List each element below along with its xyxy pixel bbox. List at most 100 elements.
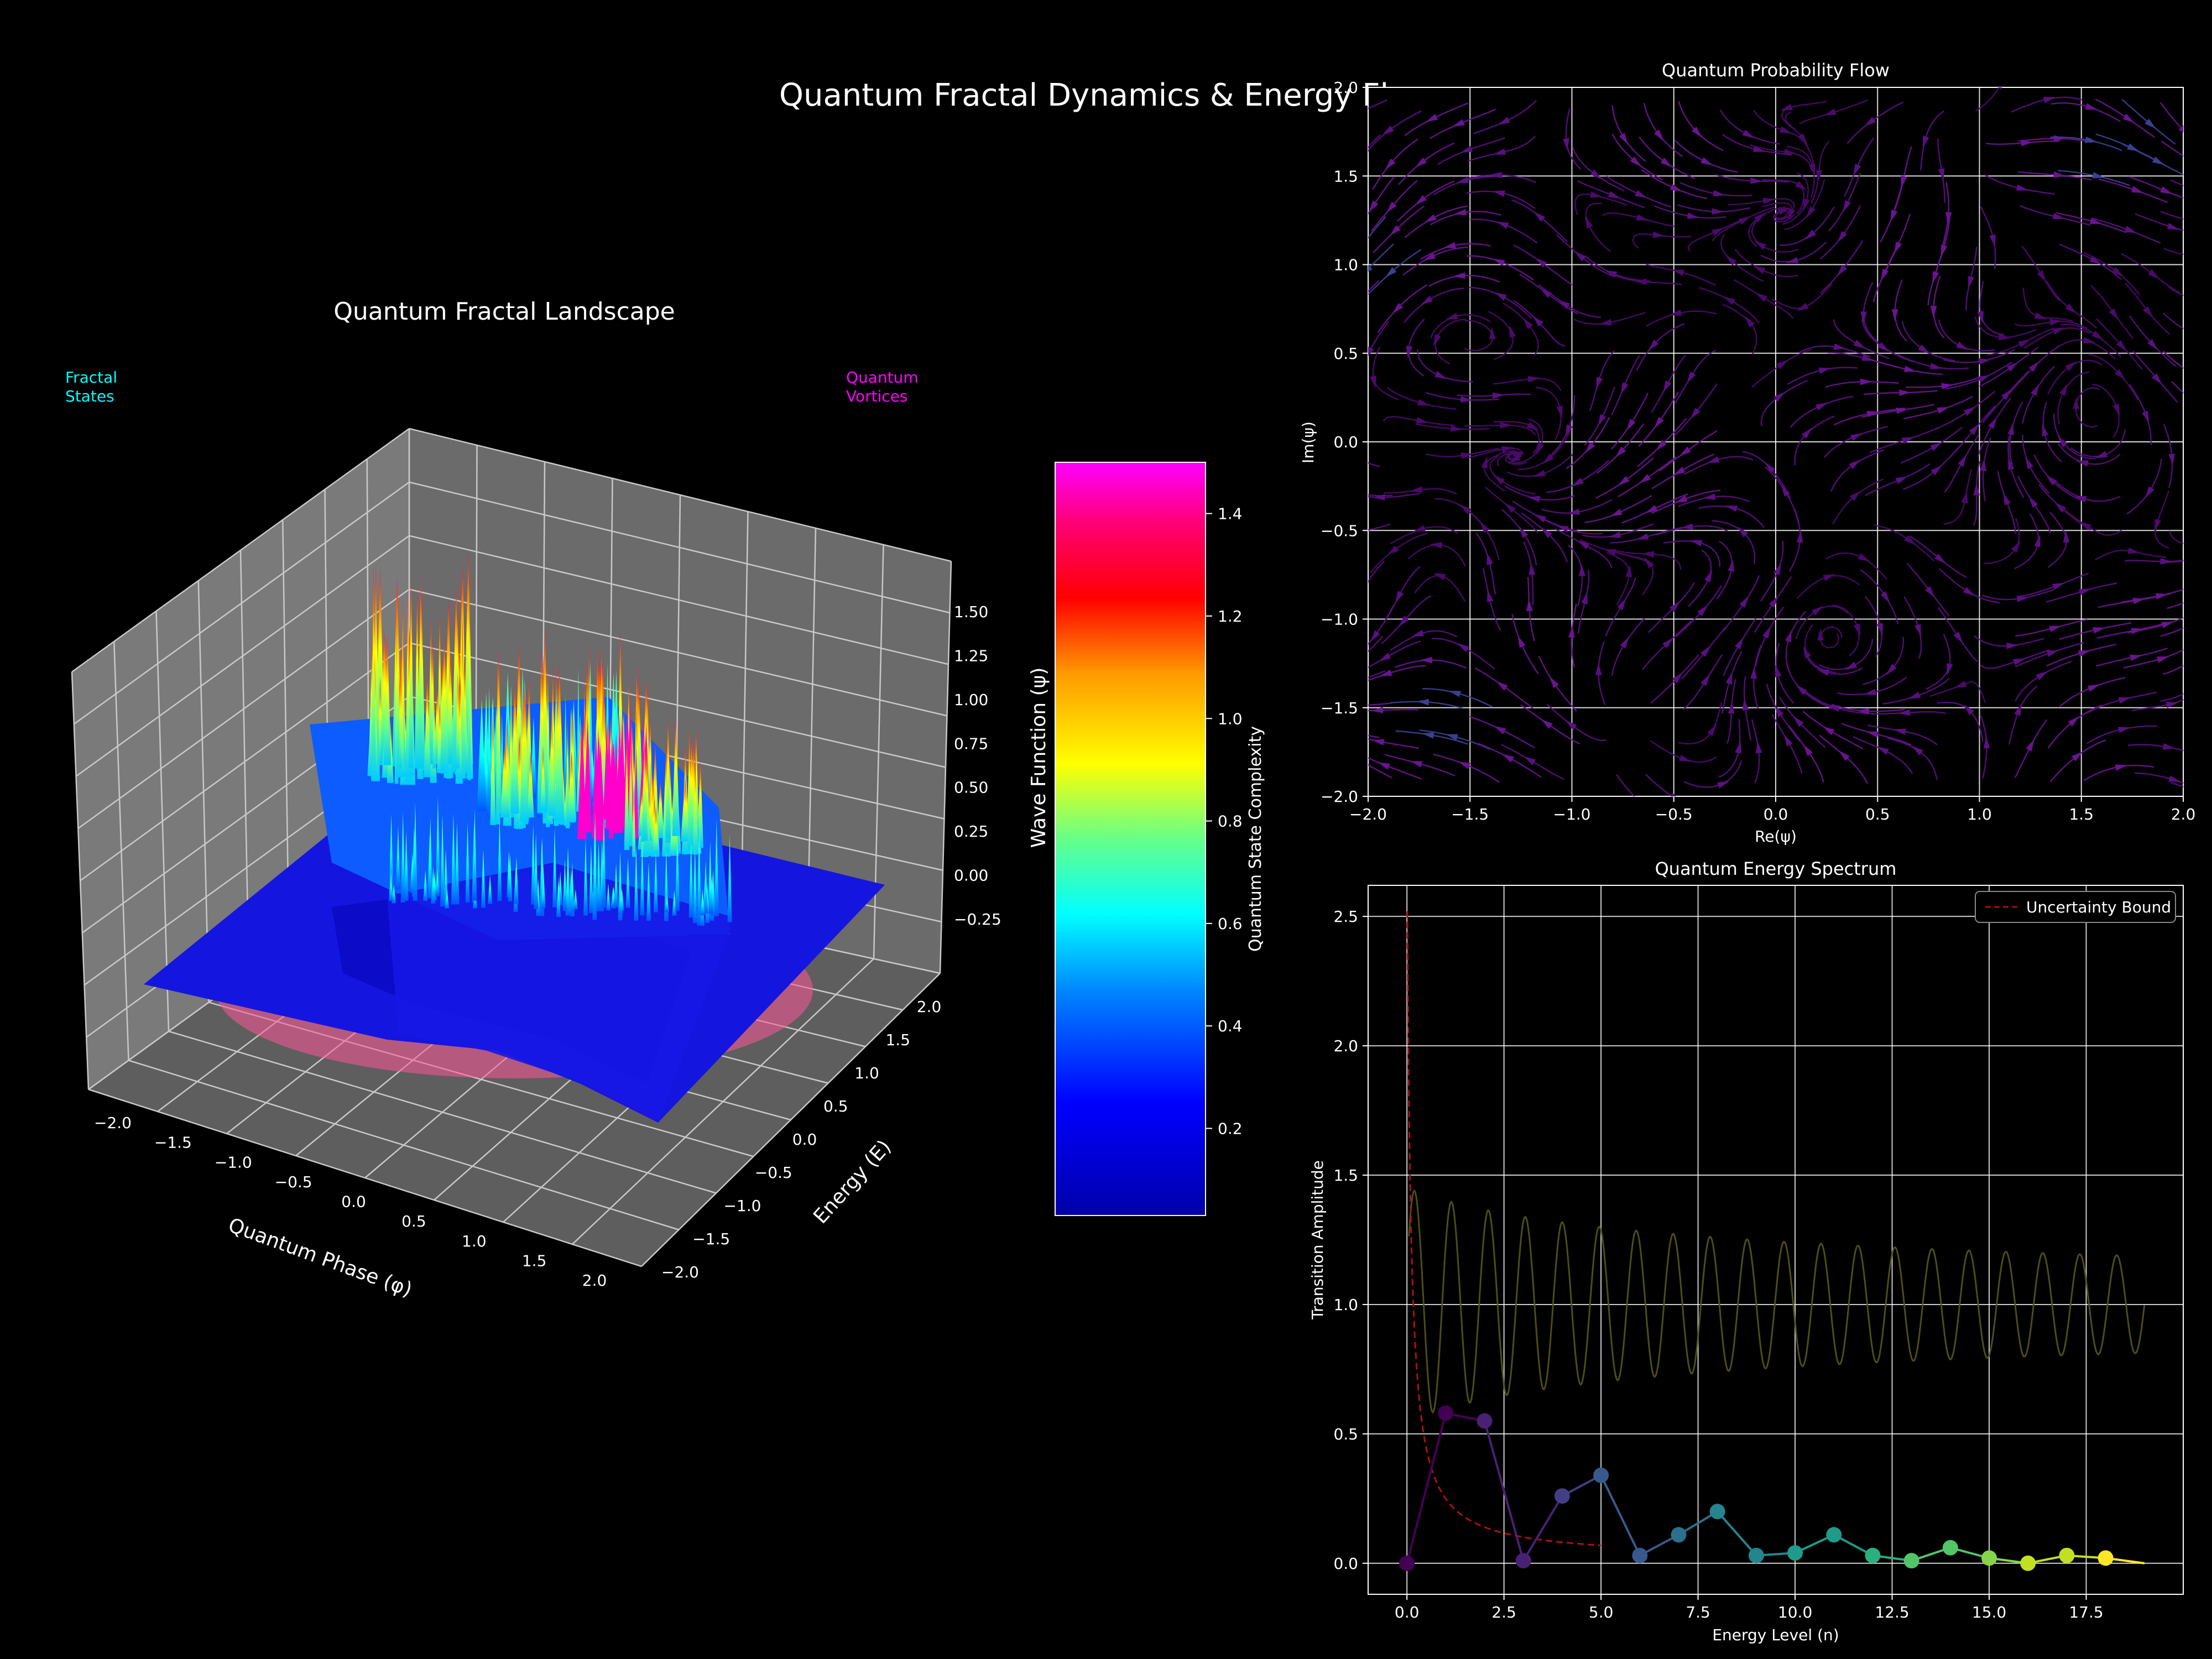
stream-arrow: [1786, 257, 1799, 263]
annotation-quantum-vortices: Quantum Vortices: [846, 368, 924, 405]
stream-arrow: [1433, 333, 1441, 347]
surface-spike-center: [477, 698, 487, 812]
energy-ytick-label: 2.0: [1333, 1037, 1358, 1055]
energy-spectrum-segment: [1600, 1474, 1641, 1556]
stream-arrow: [1780, 103, 1793, 111]
stream-arrow: [1448, 691, 1462, 697]
stream-arrow: [1811, 606, 1824, 616]
stream-arrow: [2117, 727, 2131, 733]
energy-xtick-label: 2.5: [1491, 1603, 1516, 1621]
stream-arrow: [1679, 446, 1691, 457]
stream-arrow: [2068, 716, 2080, 727]
surface-spike-front: [431, 867, 436, 904]
stream-arrow: [1712, 228, 1724, 236]
surface-spike-front: [568, 867, 573, 914]
stream-arrow: [1947, 662, 1953, 676]
stream-arrow: [2085, 136, 2098, 143]
energy-ytick-label: 0.0: [1333, 1554, 1358, 1573]
stream-arrow: [1533, 211, 1546, 222]
surface-spike-right: [652, 807, 660, 854]
stream-arrow: [1610, 508, 1623, 517]
stream-arrow: [2018, 339, 2031, 348]
stream-arrow: [2037, 270, 2046, 283]
surface-spike-magenta: [616, 714, 623, 833]
surface-spike-left: [396, 596, 400, 777]
stream-arrow: [1577, 540, 1590, 550]
stream-arrow: [1620, 637, 1629, 649]
stream-xtick-label: 0.5: [1865, 805, 1890, 823]
stream-arrow: [1347, 301, 1358, 312]
stream-arrow: [1738, 216, 1751, 225]
surface-spike-front: [552, 827, 557, 907]
stream-arrow: [1536, 442, 1545, 455]
surface-spike-front: [534, 833, 539, 909]
stream-arrow: [2014, 703, 2022, 716]
energy-spectrum-point: [1903, 1553, 1919, 1569]
stream-arrow: [1725, 672, 1733, 685]
stream-arrow: [1803, 646, 1812, 659]
stream-arrow: [1618, 476, 1630, 486]
stream-arrow: [2201, 190, 2212, 196]
surface-spike-front: [700, 893, 705, 916]
stream-arrow: [1392, 302, 1404, 314]
stream-arrow: [1798, 133, 1808, 145]
stream-arrow: [1918, 344, 1930, 354]
surface-spike-front: [688, 840, 693, 918]
stream-arrow: [1956, 341, 1969, 350]
stream-arrow: [1901, 175, 1907, 189]
stream-arrow: [1382, 126, 1394, 135]
stream-xtick-label: 0.0: [1764, 805, 1788, 823]
stream-arrow: [2026, 739, 2034, 752]
stream-arrow: [1563, 138, 1570, 151]
stream-arrow: [2147, 338, 2158, 350]
stream-line: [2160, 560, 2183, 563]
stream-ytick-label: 1.0: [1333, 256, 1358, 274]
stream-arrow: [1750, 666, 1757, 679]
stream-arrow: [2142, 410, 2150, 423]
stream-arrow: [1737, 526, 1749, 538]
surface-spike-front: [697, 826, 702, 926]
stream-arrow: [1803, 198, 1810, 211]
stream-arrow: [1681, 523, 1693, 530]
stream-arrow: [1368, 265, 1373, 272]
stream-arrow: [1493, 190, 1505, 197]
stream-arrow: [1542, 453, 1554, 465]
stream-arrow: [1433, 573, 1446, 581]
stream-arrow: [2079, 588, 2091, 596]
stream-arrow: [1725, 505, 1738, 512]
stream-arrow: [1858, 553, 1870, 562]
stream-title: Quantum Probability Flow: [1662, 60, 1890, 81]
stream-arrow: [2011, 541, 2021, 553]
stream-line: [1368, 99, 1388, 109]
stream-arrow: [1416, 698, 1430, 706]
stream-arrow: [1793, 716, 1804, 727]
surface-spike-mid: [554, 664, 565, 822]
stream-line: [2168, 286, 2183, 296]
stream-arrow: [1540, 288, 1552, 298]
stream-ytick-label: −1.5: [1321, 699, 1358, 717]
colorbar-tick-label: 0.8: [1218, 812, 1243, 831]
surface-spike-right: [692, 755, 698, 855]
stream-arrow: [2046, 474, 2057, 486]
energy-ytick-label: 1.0: [1333, 1296, 1358, 1314]
stream-arrow: [1796, 685, 1808, 696]
energy-axes: [1368, 885, 2184, 1595]
stream-arrow: [1399, 615, 1410, 627]
stream-arrow: [1630, 156, 1641, 167]
stream-arrow: [1742, 698, 1749, 711]
energy-ylabel: Transition Amplitude: [1308, 1160, 1327, 1320]
legend-label-uncertainty: Uncertainty Bound: [2026, 898, 2171, 916]
stream-arrow: [1572, 477, 1584, 487]
surface-spike-front: [404, 831, 409, 901]
stream-arrow: [1672, 269, 1684, 276]
surface-spike-front: [596, 841, 601, 911]
stream-arrow: [1456, 176, 1469, 184]
stream-arrow: [1416, 417, 1429, 424]
stream-arrow: [1988, 416, 1997, 429]
stream-arrow: [2078, 650, 2091, 657]
surface-spike-front: [445, 888, 450, 909]
stream-arrow: [1728, 559, 1734, 572]
surface-3d-panel: Quantum Fractal Landscape Fractal States…: [65, 298, 1265, 1301]
stream-arrow: [1903, 366, 1917, 372]
energy-ytick-label: 0.5: [1333, 1425, 1358, 1443]
